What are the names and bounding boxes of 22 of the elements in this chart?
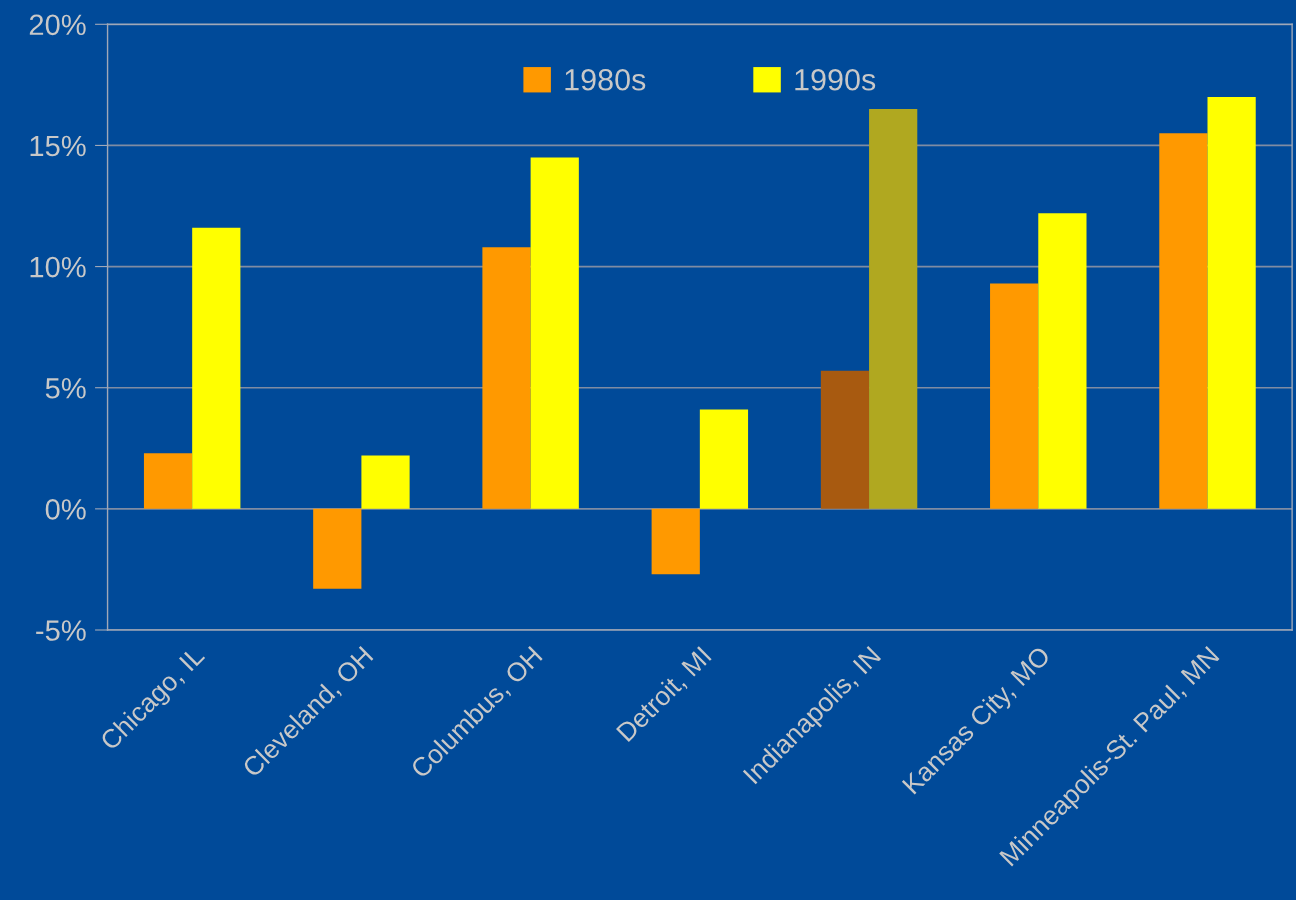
bar bbox=[699, 409, 749, 509]
bar bbox=[820, 370, 870, 509]
bar bbox=[361, 455, 410, 509]
bar bbox=[990, 283, 1039, 509]
y-tick-label: -5% bbox=[36, 620, 86, 641]
legend-label: 1990s bbox=[795, 68, 876, 91]
y-tick-label: 15% bbox=[30, 135, 86, 157]
bar bbox=[143, 453, 193, 509]
bar bbox=[1038, 213, 1087, 509]
y-tick-label: 10% bbox=[30, 256, 86, 278]
bar bbox=[482, 247, 531, 509]
bar bbox=[192, 227, 241, 509]
y-tick-label: 0% bbox=[45, 499, 86, 520]
bar bbox=[530, 157, 579, 509]
bar bbox=[651, 508, 700, 575]
bar bbox=[869, 109, 918, 509]
y-tick-label: 5% bbox=[45, 378, 86, 399]
bar bbox=[1207, 96, 1256, 509]
bar bbox=[1159, 133, 1208, 509]
bar bbox=[313, 508, 362, 589]
y-tick-label: 20% bbox=[29, 14, 86, 36]
legend-label: 1980s bbox=[565, 68, 646, 91]
